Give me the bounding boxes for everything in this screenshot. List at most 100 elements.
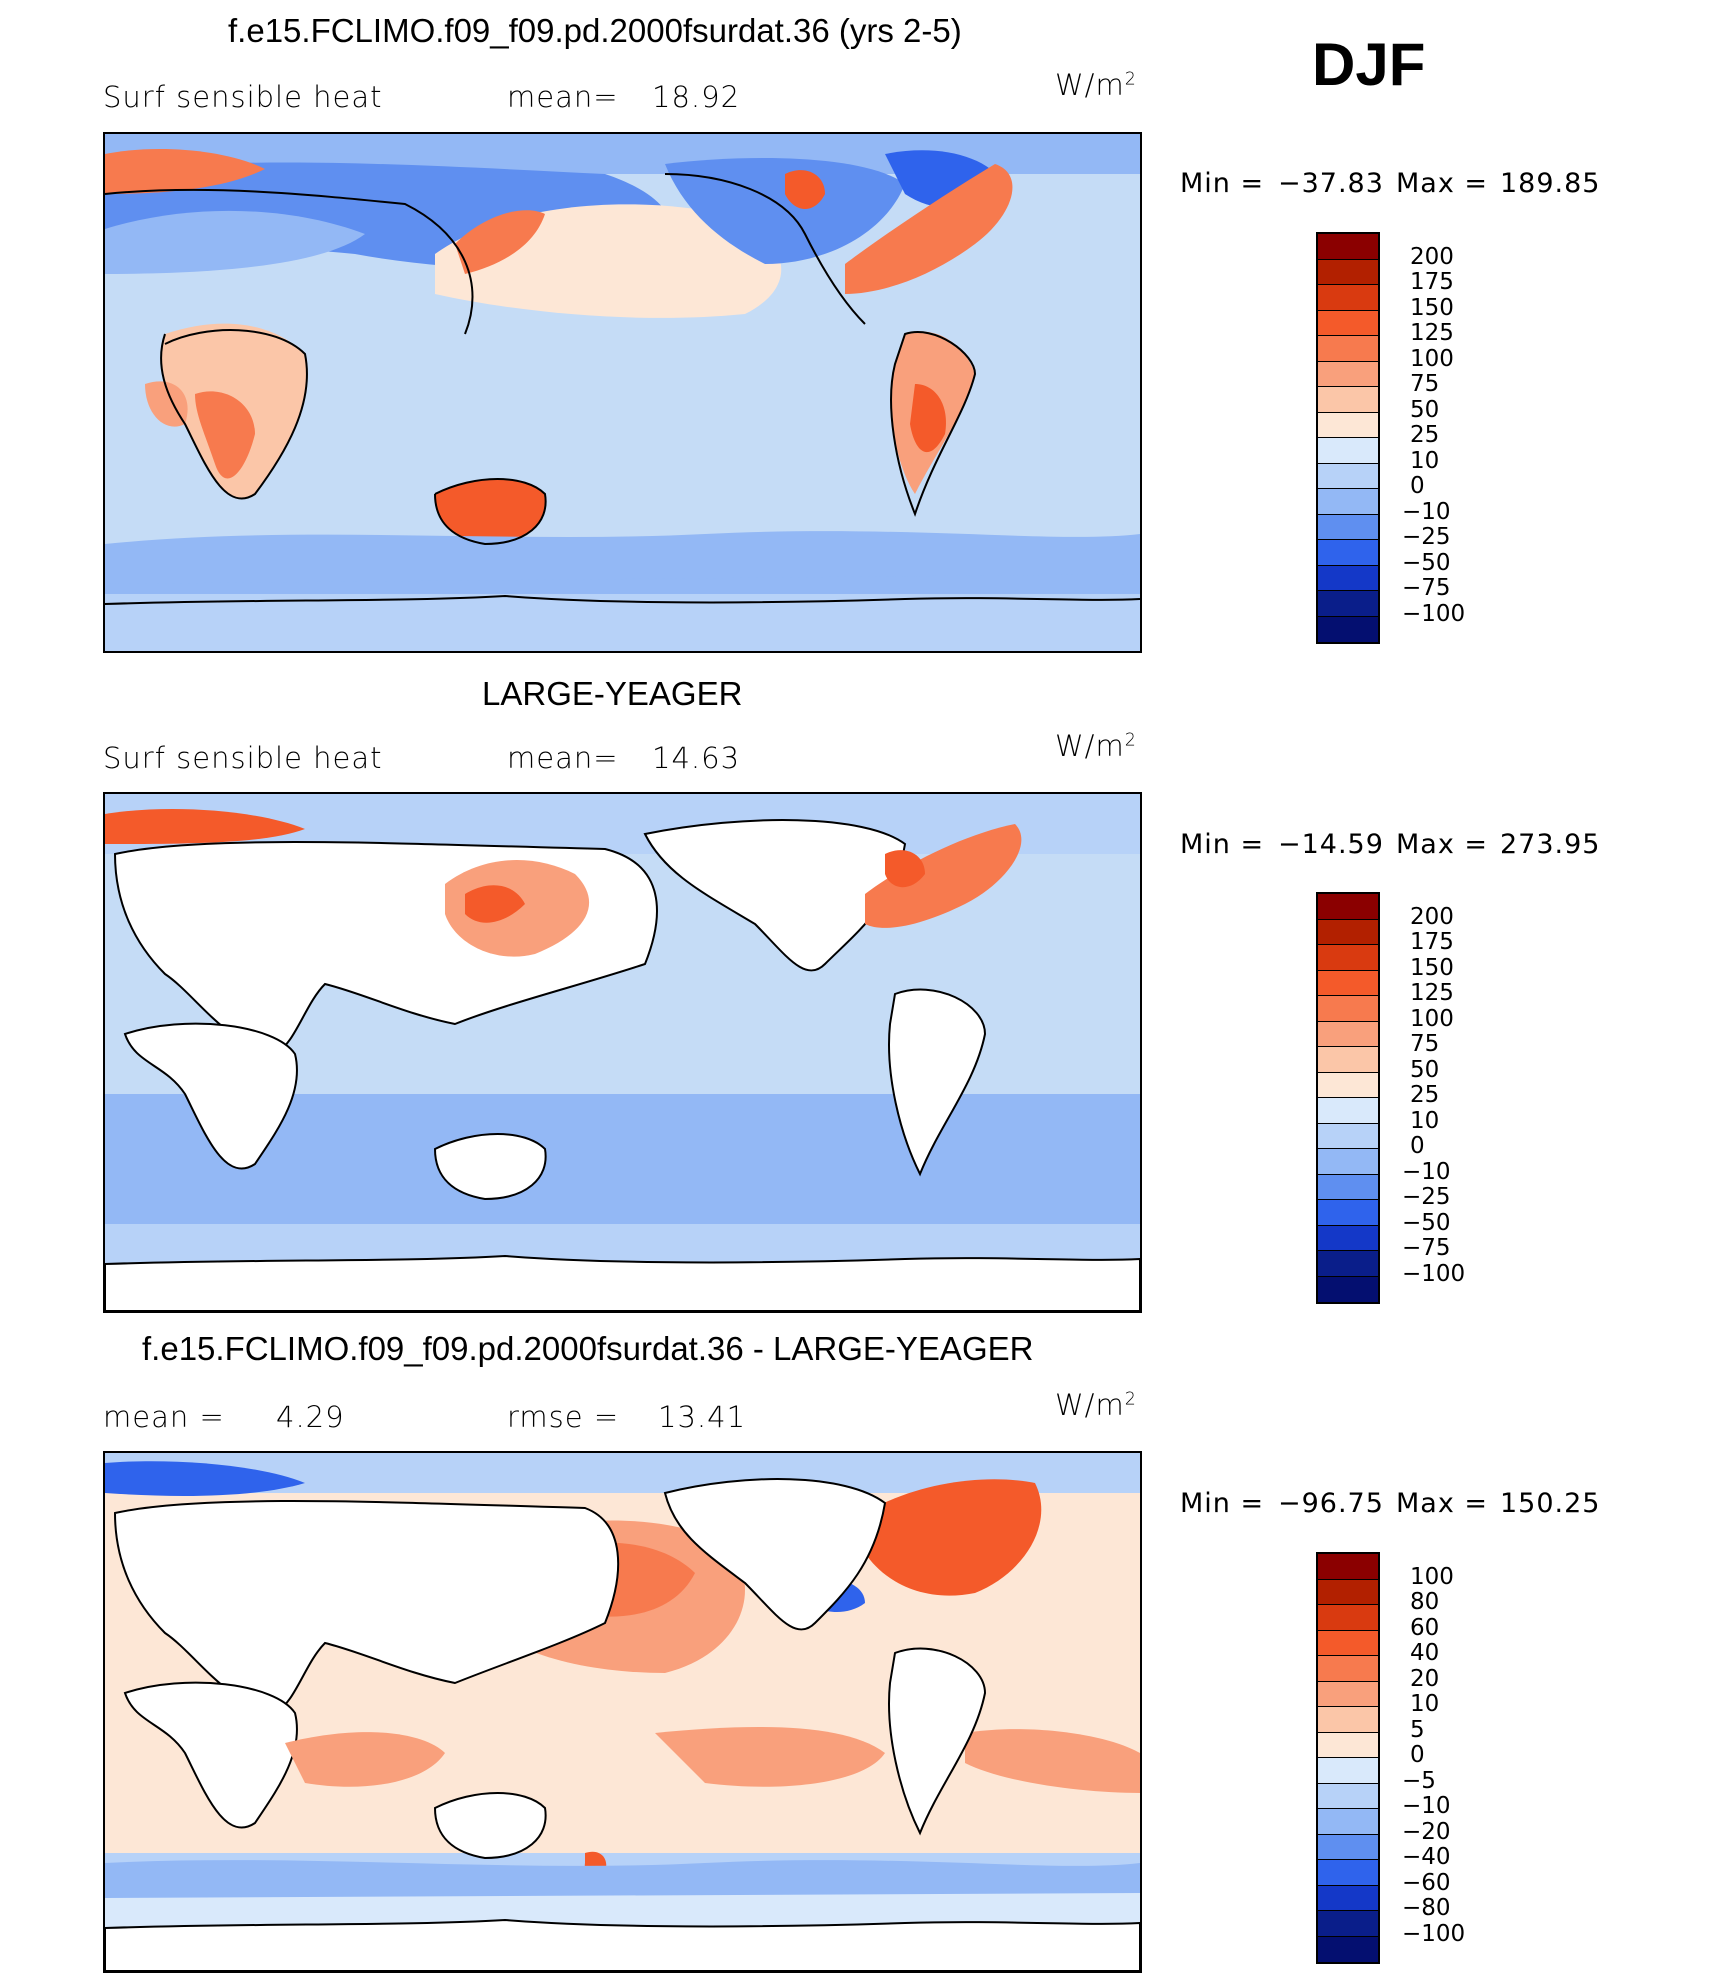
colorbar-level-label: 200 — [1410, 903, 1454, 930]
colorbar-swatch — [1318, 1936, 1378, 1962]
panel-3-min-label: Min = — [1180, 1488, 1265, 1519]
colorbar-level-label: 10 — [1410, 447, 1440, 474]
colorbar-swatch — [1318, 1885, 1378, 1911]
colorbar-swatch — [1318, 1809, 1378, 1835]
colorbar-swatch — [1318, 1021, 1378, 1047]
colorbar-swatch — [1318, 616, 1378, 642]
colorbar-level-label: 10 — [1410, 1691, 1440, 1717]
colorbar-level-label: −100 — [1402, 1920, 1466, 1947]
colorbar-swatch — [1318, 1681, 1378, 1707]
panel-2-max-label: Max = — [1396, 829, 1489, 860]
panel-2-min-label: Min = — [1180, 829, 1265, 860]
panel-1-colorbar — [1316, 232, 1380, 644]
colorbar-level-label: −100 — [1402, 1260, 1466, 1287]
panel-1-map-svg — [105, 134, 1140, 651]
colorbar-level-label: −75 — [1402, 1235, 1451, 1261]
colorbar-level-label: −100 — [1402, 600, 1466, 627]
colorbar-swatch — [1318, 996, 1378, 1022]
colorbar-swatch — [1318, 361, 1378, 387]
panel-2-variable: Surf sensible heat — [103, 741, 383, 775]
panel-1-mean-label: mean= — [507, 80, 619, 114]
colorbar-swatch — [1318, 1098, 1378, 1124]
colorbar-swatch — [1318, 1200, 1378, 1226]
colorbar-level-label: 10 — [1410, 1107, 1440, 1134]
colorbar-level-label: 0 — [1410, 1133, 1425, 1159]
colorbar-level-label: 175 — [1410, 929, 1454, 955]
colorbar-level-label: 0 — [1410, 473, 1425, 499]
colorbar-level-label: 200 — [1410, 243, 1454, 270]
colorbar-swatch — [1318, 1047, 1378, 1073]
panel-3-min-value: −96.75 — [1278, 1488, 1384, 1519]
panel-2-colorbar — [1316, 892, 1380, 1304]
panel-1-min-label: Min = — [1180, 168, 1265, 199]
panel-2-title: LARGE-YEAGER — [482, 675, 743, 712]
colorbar-level-label: 0 — [1410, 1742, 1425, 1768]
panel-2-map-svg — [105, 794, 1140, 1311]
panel-2-min-value: −14.59 — [1278, 829, 1384, 860]
panel-1-mean-value: 18.92 — [652, 80, 741, 114]
colorbar-swatch — [1318, 919, 1378, 945]
panel-2-mean-label: mean= — [507, 741, 619, 775]
colorbar-swatch — [1318, 591, 1378, 617]
colorbar-swatch — [1318, 1072, 1378, 1098]
colorbar-swatch — [1318, 945, 1378, 971]
colorbar-swatch — [1318, 234, 1378, 260]
panel-3-colorbar — [1316, 1552, 1380, 1964]
colorbar-level-label: −60 — [1402, 1869, 1451, 1896]
colorbar-level-label: 5 — [1410, 1716, 1425, 1743]
colorbar-swatch — [1318, 1605, 1378, 1631]
colorbar-swatch — [1318, 1579, 1378, 1605]
colorbar-level-label: 25 — [1410, 1082, 1440, 1108]
colorbar-swatch — [1318, 412, 1378, 438]
colorbar-swatch — [1318, 1783, 1378, 1809]
panel-3-map-svg — [105, 1453, 1140, 1971]
colorbar-level-label: 175 — [1410, 269, 1454, 295]
colorbar-level-label: −5 — [1402, 1767, 1436, 1794]
panel-3-mean-label: mean = — [103, 1400, 225, 1434]
colorbar-level-label: −10 — [1402, 498, 1451, 525]
colorbar-level-label: 75 — [1410, 371, 1440, 397]
colorbar-swatch — [1318, 540, 1378, 566]
colorbar-level-label: 125 — [1410, 320, 1454, 346]
colorbar-level-label: 25 — [1410, 422, 1440, 448]
colorbar-level-label: 80 — [1410, 1589, 1440, 1615]
colorbar-swatch — [1318, 1276, 1378, 1302]
colorbar-level-label: 50 — [1410, 396, 1440, 423]
colorbar-swatch — [1318, 463, 1378, 489]
colorbar-swatch — [1318, 894, 1378, 920]
panel-1-units: W/m2 — [1055, 68, 1137, 102]
colorbar-swatch — [1318, 336, 1378, 362]
colorbar-level-label: −50 — [1402, 1209, 1451, 1236]
panel-3-map — [103, 1451, 1142, 1973]
panel-3-units: W/m2 — [1055, 1388, 1137, 1422]
colorbar-swatch — [1318, 285, 1378, 311]
panel-1-title: f.e15.FCLIMO.f09_f09.pd.2000fsurdat.36 (… — [228, 12, 962, 49]
colorbar-level-label: −10 — [1402, 1158, 1451, 1185]
colorbar-swatch — [1318, 1758, 1378, 1784]
panel-3-rmse-value: 13.41 — [658, 1400, 747, 1434]
colorbar-level-label: −25 — [1402, 524, 1451, 550]
colorbar-swatch — [1318, 514, 1378, 540]
colorbar-level-label: 20 — [1410, 1665, 1440, 1692]
colorbar-swatch — [1318, 1149, 1378, 1175]
colorbar-level-label: −50 — [1402, 549, 1451, 576]
panel-3-max-value: 150.25 — [1500, 1488, 1601, 1519]
panel-2-max-value: 273.95 — [1500, 829, 1601, 860]
colorbar-swatch — [1318, 1707, 1378, 1733]
colorbar-level-label: 60 — [1410, 1614, 1440, 1641]
panel-1-map — [103, 132, 1142, 653]
colorbar-level-label: 150 — [1410, 954, 1454, 981]
colorbar-swatch — [1318, 259, 1378, 285]
colorbar-swatch — [1318, 1834, 1378, 1860]
colorbar-swatch — [1318, 1554, 1378, 1580]
colorbar-swatch — [1318, 387, 1378, 413]
panel-3-max-label: Max = — [1396, 1488, 1489, 1519]
colorbar-swatch — [1318, 1656, 1378, 1682]
colorbar-level-label: 75 — [1410, 1031, 1440, 1057]
panel-2-map — [103, 792, 1142, 1313]
colorbar-level-label: −80 — [1402, 1895, 1451, 1921]
colorbar-level-label: −40 — [1402, 1844, 1451, 1870]
panel-3-title: f.e15.FCLIMO.f09_f09.pd.2000fsurdat.36 -… — [142, 1330, 1034, 1367]
colorbar-swatch — [1318, 1251, 1378, 1277]
panel-1-max-value: 189.85 — [1500, 168, 1601, 199]
